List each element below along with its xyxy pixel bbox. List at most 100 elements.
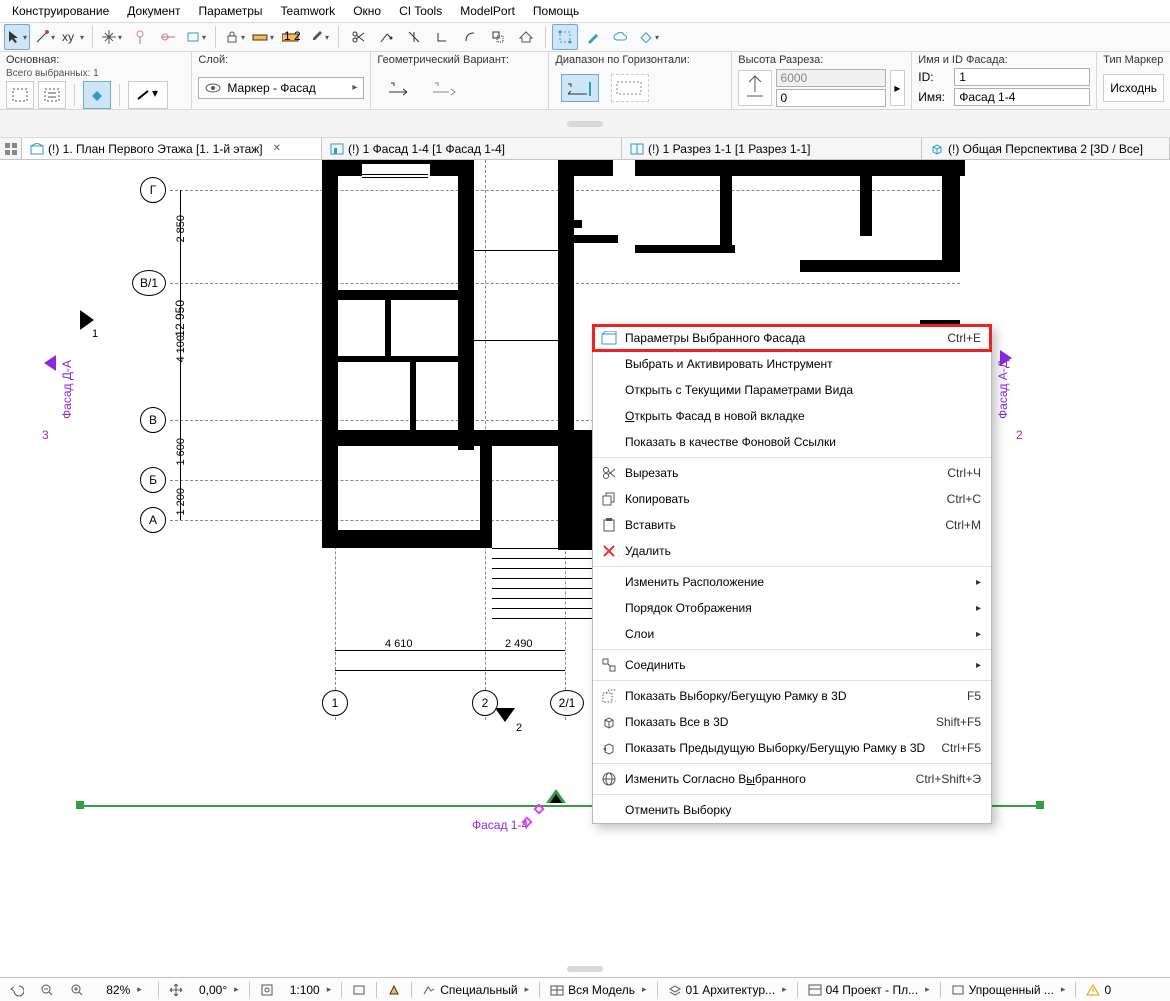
menu-item[interactable]: CI Tools <box>391 2 450 20</box>
adjust-icon[interactable] <box>373 24 399 50</box>
statusbar: 82% 0,00° 1:100 Специальный Вся Модель 0… <box>0 977 1170 1001</box>
ruler-tool-icon[interactable] <box>250 24 276 50</box>
ctx-select-activate[interactable]: Выбрать и Активировать Инструмент <box>593 351 991 377</box>
pan-button[interactable] <box>163 983 189 997</box>
expand-icon[interactable]: ▸ <box>890 70 906 106</box>
lock-icon[interactable] <box>222 24 248 50</box>
ctx-edit-selected[interactable]: Изменить Согласно ВыбранногоCtrl+Shift+Э <box>593 766 991 792</box>
marker-toggle[interactable] <box>381 983 407 997</box>
menu-item[interactable]: Документ <box>119 2 188 20</box>
menu-item[interactable]: ModelPort <box>452 2 523 20</box>
ctx-show-selection-3d[interactable]: Показать Выборку/Бегущую Рамку в 3DF5 <box>593 683 991 709</box>
undo-button[interactable] <box>4 983 30 997</box>
menu-item[interactable]: Teamwork <box>273 2 344 20</box>
ctx-show-bg-ref[interactable]: Показать в качестве Фоновой Ссылки <box>593 429 991 455</box>
quick-options-bar[interactable] <box>0 110 1170 138</box>
warning-count[interactable]: 0 <box>1080 983 1117 997</box>
select-mode-icon[interactable] <box>552 24 578 50</box>
line-tool-icon[interactable] <box>32 24 58 50</box>
ctx-open-newtab[interactable]: Открыть Фасад в новой вкладке <box>593 403 991 429</box>
ctx-copy[interactable]: КопироватьCtrl+C <box>593 486 991 512</box>
ctx-delete[interactable]: Удалить <box>593 538 991 564</box>
model-filter[interactable]: Вся Модель <box>544 983 652 997</box>
tab-floorplan[interactable]: (!) 1. План Первого Этажа [1. 1-й этаж] … <box>22 138 322 159</box>
tab-3d[interactable]: (!) Общая Перспектива 2 [3D / Все] <box>922 138 1170 159</box>
ctx-parameters[interactable]: Параметры Выбранного ФасадаCtrl+E <box>593 325 991 351</box>
tab-facade[interactable]: (!) 1 Фасад 1-4 [1 Фасад 1-4] <box>322 138 622 159</box>
resize-icon[interactable] <box>485 24 511 50</box>
diamond-icon[interactable] <box>636 24 662 50</box>
cube-icon <box>930 143 944 155</box>
range-limited-icon[interactable] <box>611 74 649 102</box>
section-height-icon[interactable] <box>738 70 771 106</box>
menu-item[interactable]: Конструирование <box>4 2 117 20</box>
ctx-cut[interactable]: ВырезатьCtrl+Ч <box>593 460 991 486</box>
crop-button[interactable] <box>346 983 372 997</box>
measure-icon[interactable]: 1 2 <box>278 24 304 50</box>
menu-item[interactable]: Окно <box>345 2 389 20</box>
menu-item[interactable]: Параметры <box>191 2 271 20</box>
grid-snap-icon[interactable] <box>99 24 125 50</box>
scissors-icon[interactable] <box>345 24 371 50</box>
ctx-layers-submenu[interactable]: Слои <box>593 621 991 647</box>
display-mode-status[interactable]: Упрощенный ... <box>945 983 1072 997</box>
ctx-order-submenu[interactable]: Порядок Отображения <box>593 595 991 621</box>
name-field[interactable] <box>954 88 1090 106</box>
guide-h-icon[interactable] <box>155 24 181 50</box>
canvas[interactable]: Г В/1 В Б А 1 2 2/1 2 850 12 950 4 100 1… <box>0 160 1170 960</box>
guide-v-icon[interactable] <box>127 24 153 50</box>
ctx-paste[interactable]: ВставитьCtrl+М <box>593 512 991 538</box>
geom-variant-b-icon[interactable] <box>431 80 459 96</box>
tab-section[interactable]: (!) 1 Разрез 1-1 [1 Разрез 1-1] <box>622 138 922 159</box>
corner-icon[interactable] <box>429 24 455 50</box>
zoom-in-button[interactable] <box>64 983 90 997</box>
layer-combo[interactable]: Маркер - Фасад <box>198 77 364 99</box>
fit-button[interactable] <box>254 983 280 997</box>
trim-icon[interactable] <box>401 24 427 50</box>
view-set-status[interactable]: 04 Проект - Пл... <box>802 983 936 997</box>
ctx-open-current[interactable]: Открыть с Текущими Параметрами Вида <box>593 377 991 403</box>
xy-tool-icon[interactable]: xy <box>60 24 86 50</box>
ctx-move-submenu[interactable]: Изменить Расположение <box>593 569 991 595</box>
geom-variant-a-icon[interactable] <box>387 80 415 96</box>
zoom-out-button[interactable] <box>34 983 60 997</box>
id-label: ID: <box>918 70 948 84</box>
ctx-connect-submenu[interactable]: Соединить <box>593 652 991 678</box>
menu-item[interactable]: Помощь <box>525 2 587 20</box>
name-label: Имя: <box>918 90 948 104</box>
fill-style-icon[interactable]: ▾ <box>128 81 168 109</box>
ctx-show-all-3d[interactable]: Показать Все в 3DShift+F5 <box>593 709 991 735</box>
range-infinite-icon[interactable] <box>561 74 599 102</box>
scissors-icon <box>599 464 619 482</box>
menubar: Конструирование Документ Параметры Teamw… <box>0 0 1170 22</box>
rect-tool-icon[interactable] <box>183 24 209 50</box>
id-field[interactable] <box>954 68 1090 86</box>
pencil-icon[interactable] <box>580 24 606 50</box>
close-icon[interactable]: ✕ <box>273 143 281 154</box>
renovation-filter[interactable]: Специальный <box>416 983 535 997</box>
paint-bucket-icon[interactable] <box>83 81 111 109</box>
infobar-header: Основная: <box>6 54 185 66</box>
zoom-level[interactable]: 82% <box>94 983 154 997</box>
handle[interactable] <box>1036 801 1044 809</box>
layer-combo-status[interactable]: 01 Архитектур... <box>662 983 793 997</box>
bottom-handle[interactable] <box>567 966 603 972</box>
marker-type-button[interactable]: Исходнь <box>1103 74 1164 102</box>
home-icon[interactable] <box>513 24 539 50</box>
shortcut: Ctrl+F5 <box>941 741 981 755</box>
globe-icon <box>599 770 619 788</box>
handle[interactable] <box>76 801 84 809</box>
tab-grid-icon[interactable] <box>0 138 22 159</box>
ctx-deselect[interactable]: Отменить Выборку <box>593 797 991 823</box>
section-top-field[interactable] <box>776 69 886 87</box>
cloud-icon[interactable] <box>608 24 634 50</box>
scale-value[interactable]: 1:100 <box>284 983 338 997</box>
angle-value[interactable]: 0,00° <box>193 983 245 997</box>
arc-icon[interactable] <box>457 24 483 50</box>
cursor-tool-icon[interactable] <box>4 24 30 50</box>
eyedrop-icon[interactable] <box>306 24 332 50</box>
ctx-show-prev-3d[interactable]: Показать Предыдущую Выборку/Бегущую Рамк… <box>593 735 991 761</box>
rect-select-icon[interactable] <box>38 81 66 109</box>
section-bottom-field[interactable] <box>776 89 886 107</box>
marquee-icon[interactable] <box>6 81 34 109</box>
